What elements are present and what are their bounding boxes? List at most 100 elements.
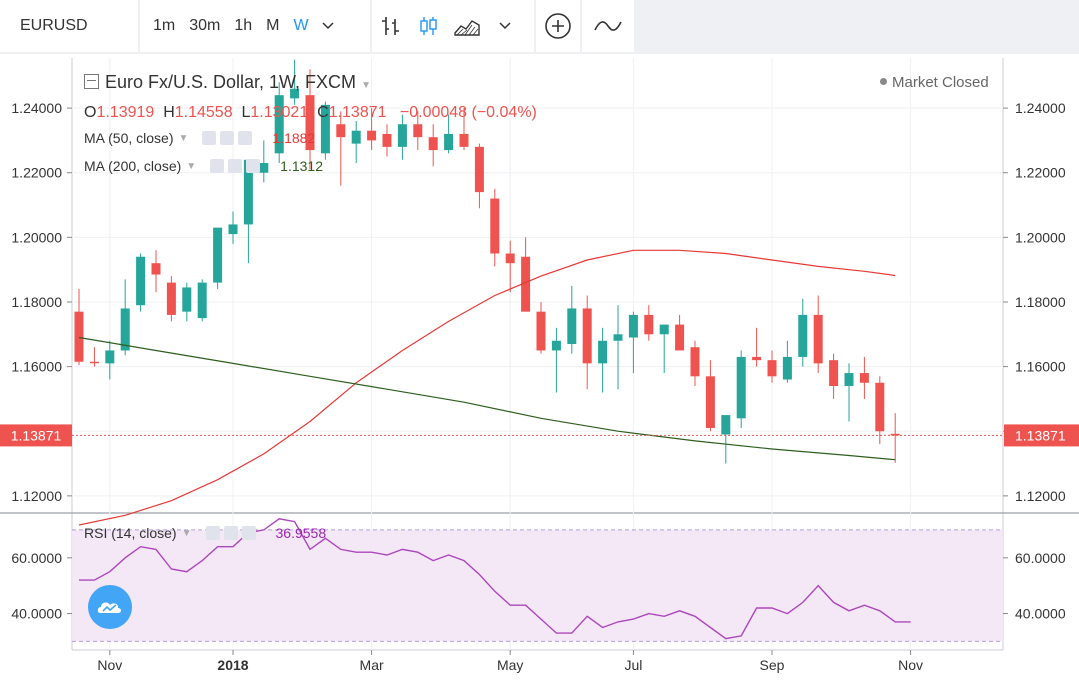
gear-icon[interactable] xyxy=(220,131,235,145)
compare-button[interactable] xyxy=(582,0,634,52)
symbol-label: EURUSD xyxy=(20,17,88,34)
candle-body xyxy=(505,253,515,264)
time-tick-label: Nov xyxy=(898,657,923,673)
candle-body xyxy=(89,361,99,364)
gear-icon[interactable] xyxy=(223,526,238,540)
status-dot-icon xyxy=(880,77,887,85)
time-tick-label: Jul xyxy=(624,657,642,673)
price-tick-label-right: 1.20000 xyxy=(1015,229,1066,245)
time-tick-label: May xyxy=(497,657,523,673)
top-toolbar: EURUSD 1m 30m 1h M W xyxy=(0,0,1079,52)
ohlc-row: O1.13919 H1.14558 L1.13021 C1.13871 −0.0… xyxy=(84,104,537,122)
price-tick-label-right: 1.24000 xyxy=(1015,100,1066,116)
candle-body xyxy=(320,104,330,154)
candle-body xyxy=(105,350,115,364)
ma200-legend[interactable]: MA (200, close) ▼ 1.1312 xyxy=(84,158,323,174)
eye-icon[interactable] xyxy=(210,159,225,173)
interval-30m[interactable]: 30m xyxy=(189,17,221,34)
candle-body xyxy=(628,314,638,338)
candle-body xyxy=(351,130,361,144)
candle-body xyxy=(182,287,192,312)
price-tick-label-right: 1.22000 xyxy=(1015,165,1066,181)
candle-body xyxy=(305,95,315,151)
price-tick-label-left: 1.20000 xyxy=(11,229,62,245)
market-status-label: Market Closed xyxy=(892,74,989,91)
interval-month[interactable]: M xyxy=(266,17,280,34)
market-status: Market Closed xyxy=(880,74,989,91)
plus-circle-icon xyxy=(545,13,571,39)
close-icon[interactable] xyxy=(241,526,256,540)
candle-body xyxy=(120,308,130,351)
candle-body xyxy=(567,308,577,344)
candle-body xyxy=(336,124,346,138)
high-value: 1.14558 xyxy=(174,104,233,121)
chevron-down-icon[interactable] xyxy=(486,0,524,52)
candle-body xyxy=(382,133,392,147)
chevron-down-icon[interactable] xyxy=(316,19,334,33)
interval-1m[interactable]: 1m xyxy=(153,17,176,34)
ma200-line xyxy=(78,336,896,461)
candle-body xyxy=(290,88,300,99)
price-tick-label-right: 1.18000 xyxy=(1015,294,1066,310)
add-indicator-button[interactable] xyxy=(536,0,580,52)
candle-body xyxy=(459,133,469,147)
eye-icon[interactable] xyxy=(205,526,220,540)
rsi-line xyxy=(79,518,911,640)
collapse-icon[interactable] xyxy=(84,73,99,89)
candle-body xyxy=(798,314,808,357)
time-tick-label: Mar xyxy=(360,657,384,673)
last-price-label-left: 1.13871 xyxy=(11,427,62,443)
chart-style-group xyxy=(372,0,534,52)
change-value: −0.00048 (−0.04%) xyxy=(399,104,537,121)
candle-body xyxy=(613,334,623,341)
candle-body xyxy=(767,360,777,377)
low-value: 1.13021 xyxy=(250,104,309,121)
last-price-badge-left xyxy=(0,424,72,447)
rsi-tick-label-left: 60.0000 xyxy=(11,550,62,566)
price-tick-label-right: 1.12000 xyxy=(1015,488,1066,504)
rsi-band xyxy=(72,529,1003,642)
ma50-legend[interactable]: MA (50, close) ▼ 1.1882 xyxy=(84,130,316,146)
candle-body xyxy=(490,198,500,254)
eye-icon[interactable] xyxy=(202,131,217,145)
price-tick-label-right: 1.16000 xyxy=(1015,359,1066,375)
candle-body xyxy=(859,373,869,383)
last-price-badge-right xyxy=(1004,424,1079,447)
rsi-legend[interactable]: RSI (14, close) ▼ 36.9558 xyxy=(84,525,327,541)
candle-body xyxy=(875,382,885,432)
interval-week[interactable]: W xyxy=(293,17,309,34)
ma200-value: 1.1312 xyxy=(280,158,323,174)
candle-body xyxy=(413,124,423,138)
cloud-chart-icon xyxy=(97,602,121,613)
interval-1h[interactable]: 1h xyxy=(234,17,253,34)
candle-body xyxy=(690,347,700,377)
candle-body xyxy=(136,256,146,306)
price-tick-label-left: 1.18000 xyxy=(11,294,62,310)
candle-body xyxy=(367,130,377,141)
wave-icon xyxy=(594,21,622,31)
candle-body xyxy=(782,356,792,380)
candle-body xyxy=(582,308,592,364)
close-icon[interactable] xyxy=(238,131,253,145)
candle-body xyxy=(844,373,854,387)
time-tick-label: Sep xyxy=(760,657,785,673)
close-icon[interactable] xyxy=(246,159,261,173)
candle-body xyxy=(598,340,608,364)
tradingview-logo[interactable] xyxy=(88,585,132,629)
ma50-line xyxy=(78,249,896,526)
candle-body xyxy=(474,146,484,193)
open-value: 1.13919 xyxy=(96,104,155,121)
candle-body xyxy=(428,137,438,151)
candle-body xyxy=(243,159,253,225)
symbol-search[interactable]: EURUSD xyxy=(0,0,138,52)
candle-body xyxy=(829,360,839,387)
candle-body xyxy=(259,163,269,173)
candle-style-icon[interactable] xyxy=(410,0,448,52)
ma50-label: MA (50, close) xyxy=(84,130,174,146)
candle-body xyxy=(536,311,546,351)
candle-body xyxy=(644,314,654,335)
gear-icon[interactable] xyxy=(228,159,243,173)
bar-style-icon[interactable] xyxy=(372,0,410,52)
area-style-icon[interactable] xyxy=(448,0,486,52)
